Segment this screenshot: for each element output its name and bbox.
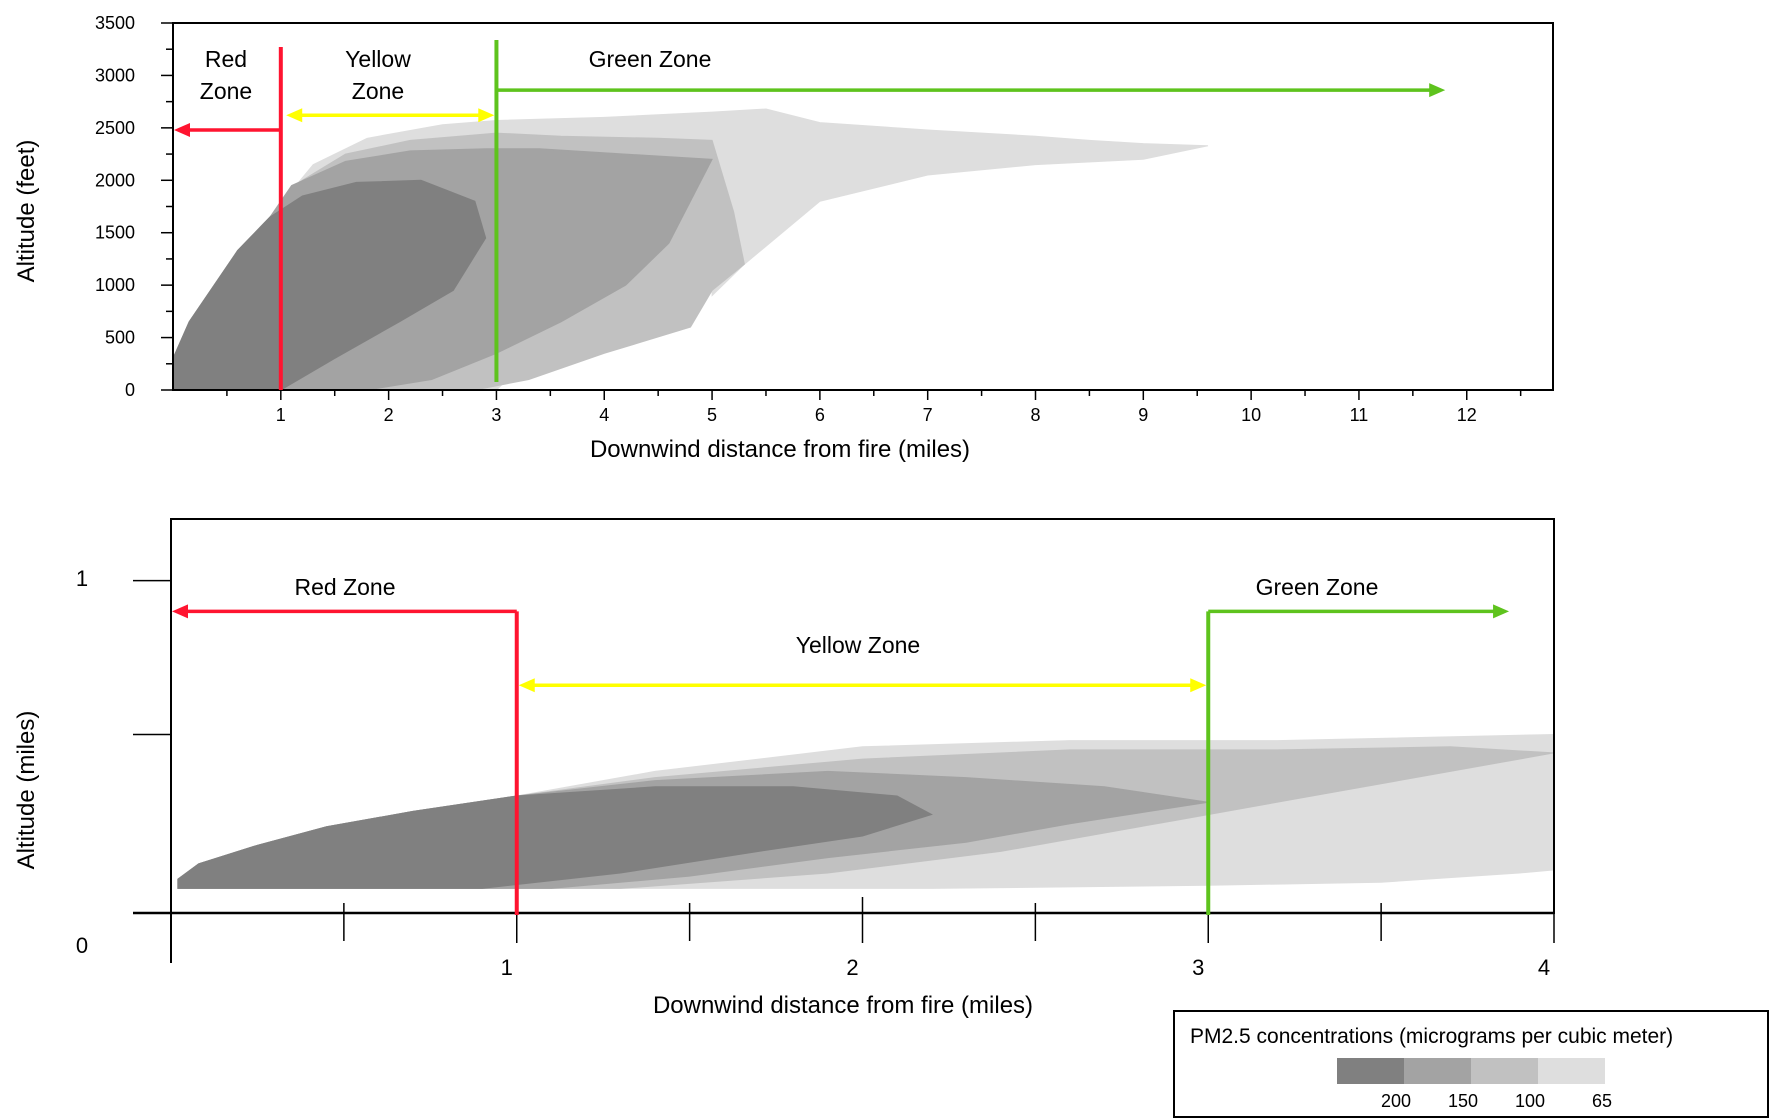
bottom-zone-markers: Red Zone Yellow Zone Green Zone [172, 574, 1510, 915]
top-zone-markers: Red Zone Yellow Zone Green Zone [174, 40, 1446, 390]
y-tick-label: 2500 [95, 118, 135, 138]
y-tick-label: 500 [105, 328, 135, 348]
y-tick-label: 3500 [95, 13, 135, 33]
x-tick-label: 3 [1192, 955, 1204, 980]
legend-swatch-100 [1471, 1058, 1538, 1084]
top-plume-areas [172, 108, 1209, 391]
bottom-plume-areas [177, 733, 1555, 889]
legend-label-65: 65 [1592, 1091, 1612, 1111]
legend-label-200: 200 [1381, 1091, 1411, 1111]
y-tick-label: 1500 [95, 223, 135, 243]
red-zone-arrow-head [174, 122, 190, 137]
y-tick-label: 2000 [95, 170, 135, 190]
yellow-zone-label: Yellow Zone [345, 46, 411, 104]
x-tick-label: 11 [1350, 405, 1369, 425]
legend-swatch-200 [1337, 1058, 1404, 1084]
green-zone-label: Green Zone [589, 46, 712, 72]
y-tick-label: 0 [125, 380, 135, 400]
yellow-zone-arrow-head-left [518, 678, 535, 693]
legend-label-100: 100 [1515, 1091, 1545, 1111]
y-tick-label: 1 [76, 566, 88, 591]
legend-swatches: 200 150 100 65 [1337, 1058, 1612, 1111]
x-tick-label: 12 [1457, 405, 1477, 425]
plume-level-200-area [177, 786, 933, 889]
yellow-zone-arrow-head-right [478, 108, 495, 123]
legend-label-150: 150 [1448, 1091, 1478, 1111]
top-x-axis-title: Downwind distance from fire (miles) [590, 436, 970, 463]
bottom-x-axis-title: Downwind distance from fire (miles) [653, 992, 1033, 1019]
red-zone-arrow-head [172, 604, 188, 619]
plume-level-200-area [172, 179, 487, 391]
yellow-zone-arrow-head-right [1190, 678, 1207, 693]
bottom-y-axis-title: Altitude (miles) [13, 711, 40, 870]
x-tick-label: 2 [846, 955, 858, 980]
legend: PM2.5 concentrations (micrograms per cub… [1173, 1010, 1769, 1118]
yellow-zone-label: Yellow Zone [796, 632, 920, 658]
x-tick-label: 4 [1538, 955, 1550, 980]
y-tick-label: 3000 [95, 65, 135, 85]
x-tick-label: 6 [815, 405, 825, 425]
x-tick-label: 5 [707, 405, 717, 425]
red-zone-label: Red Zone [294, 574, 395, 600]
y-tick-label: 1000 [95, 275, 135, 295]
top-plume-chart: 1 2 3 4 5 6 7 8 9 10 11 12 050010001500200025003000… [13, 13, 1554, 463]
green-zone-arrow-head [1493, 604, 1510, 619]
y-tick-label: 0 [76, 933, 88, 958]
x-tick-label: 7 [923, 405, 933, 425]
top-y-axis-title: Altitude (feet) [13, 140, 40, 283]
x-tick-label: 4 [599, 405, 609, 425]
top-y-axis: 0 500 1000 1500 2000 2500 3000 3500 [95, 13, 173, 400]
x-tick-label: 10 [1241, 405, 1261, 425]
green-zone-arrow-head [1429, 83, 1446, 98]
yellow-zone-arrow-head-left [286, 108, 303, 123]
red-zone-label: Red Zone [200, 46, 252, 104]
bottom-y-axis: 01 [76, 566, 171, 958]
x-tick-label: 2 [384, 405, 394, 425]
green-zone-label: Green Zone [1256, 574, 1379, 600]
x-tick-label: 1 [501, 955, 513, 980]
top-x-axis: 1 2 3 4 5 6 7 8 9 10 11 12 [226, 390, 1522, 425]
x-tick-label: 8 [1030, 405, 1040, 425]
x-tick-label: 9 [1138, 405, 1148, 425]
legend-swatch-65 [1538, 1058, 1605, 1084]
legend-title: PM2.5 concentrations (micrograms per cub… [1190, 1025, 1673, 1048]
x-tick-label: 1 [276, 405, 286, 425]
bottom-x-axis: 1 2 3 4 [133, 897, 1555, 980]
legend-swatch-150 [1404, 1058, 1471, 1084]
x-tick-label: 3 [491, 405, 501, 425]
